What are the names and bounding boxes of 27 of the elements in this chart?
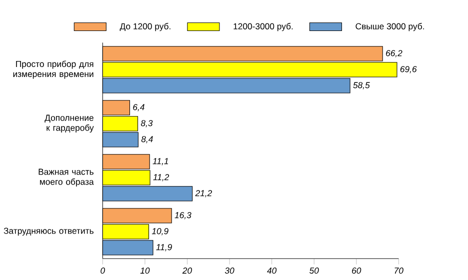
x-tick-label: 20 xyxy=(182,268,192,274)
data-label: 21,2 xyxy=(195,190,212,198)
x-tick-label: 30 xyxy=(224,268,234,274)
x-tick-label: 40 xyxy=(267,268,277,274)
x-tick-label: 70 xyxy=(394,268,404,274)
data-label: 66,2 xyxy=(386,50,402,58)
y-tick-label: Просто прибор для измерения времени xyxy=(13,60,94,79)
legend-label: До 1200 руб. xyxy=(120,22,170,32)
legend-label: Свыше 3000 руб. xyxy=(356,22,424,32)
data-label: 6,4 xyxy=(133,104,144,112)
x-tick-label: 0 xyxy=(100,268,106,274)
legend-label: 1200-3000 руб. xyxy=(234,22,293,32)
x-tick-label: 50 xyxy=(309,268,319,274)
data-label: 69,6 xyxy=(400,66,417,74)
data-label: 8,3 xyxy=(140,120,153,128)
data-label: 11,9 xyxy=(156,244,172,252)
data-label: 11,1 xyxy=(152,158,168,166)
data-label: 16,3 xyxy=(174,212,192,220)
data-label: 10,9 xyxy=(152,228,168,236)
y-tick-label: Дополнение к гардеробу xyxy=(44,114,94,133)
x-tick-label: 10 xyxy=(140,268,150,274)
y-tick-label: Важная часть моего образа xyxy=(38,168,94,187)
x-tick-label: 60 xyxy=(352,268,362,274)
data-label: 8,4 xyxy=(141,136,153,144)
data-label: 11,2 xyxy=(153,174,170,182)
data-label: 58,5 xyxy=(353,82,370,90)
y-tick-label: Затрудняюсь ответить xyxy=(4,228,94,236)
